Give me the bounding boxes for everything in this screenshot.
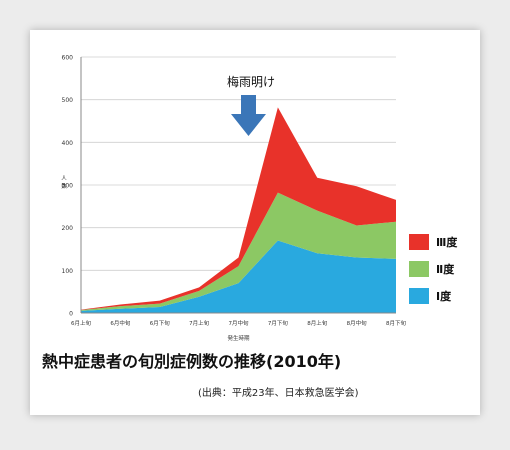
y-tick-label: 600: [62, 55, 74, 62]
legend-label: Ⅱ度: [436, 262, 455, 276]
y-tick-label: 0: [69, 311, 73, 318]
x-tick-label: 8月下旬: [386, 319, 406, 327]
x-tick-label: 8月中旬: [347, 319, 367, 327]
x-axis-title: 発生時期: [227, 334, 250, 342]
legend-swatch: [409, 261, 429, 277]
y-tick-label: 300: [62, 183, 74, 190]
y-tick-label: 400: [62, 140, 74, 147]
down-arrow-icon: [231, 95, 266, 136]
x-tick-label: 7月上旬: [189, 319, 209, 327]
annotation-label: 梅雨明け: [227, 74, 275, 89]
series-area-3: [81, 107, 396, 311]
series-area-1: [81, 240, 396, 313]
x-tick-label: 6月上旬: [71, 319, 91, 327]
x-tick-label: 6月下旬: [150, 319, 170, 327]
y-tick-label: 100: [62, 268, 74, 275]
y-tick-label: 500: [62, 97, 74, 104]
legend-label: Ⅰ度: [436, 289, 452, 303]
y-axis-title: 人: [61, 175, 67, 182]
x-tick-label: 8月上旬: [307, 319, 327, 327]
series-area-2: [81, 192, 396, 311]
chart-source: (出典：平成23年、日本救急医学会): [198, 388, 359, 399]
y-axis-title: 数: [61, 182, 67, 190]
legend-swatch: [409, 288, 429, 304]
x-tick-label: 7月中旬: [229, 319, 249, 327]
legend-swatch: [409, 234, 429, 250]
legend-label: Ⅲ度: [436, 235, 458, 249]
x-tick-label: 7月下旬: [268, 319, 288, 327]
x-tick-label: 6月中旬: [110, 319, 130, 327]
y-tick-label: 200: [62, 225, 74, 232]
chart-caption: 熱中症患者の旬別症例数の推移(2010年): [42, 352, 342, 371]
